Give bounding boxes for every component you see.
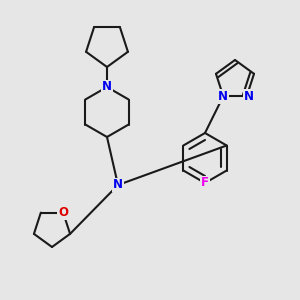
Text: N: N: [244, 90, 254, 103]
Text: O: O: [58, 206, 68, 219]
Text: N: N: [218, 90, 228, 103]
Text: F: F: [201, 176, 209, 190]
Text: N: N: [113, 178, 123, 191]
Text: N: N: [102, 80, 112, 94]
